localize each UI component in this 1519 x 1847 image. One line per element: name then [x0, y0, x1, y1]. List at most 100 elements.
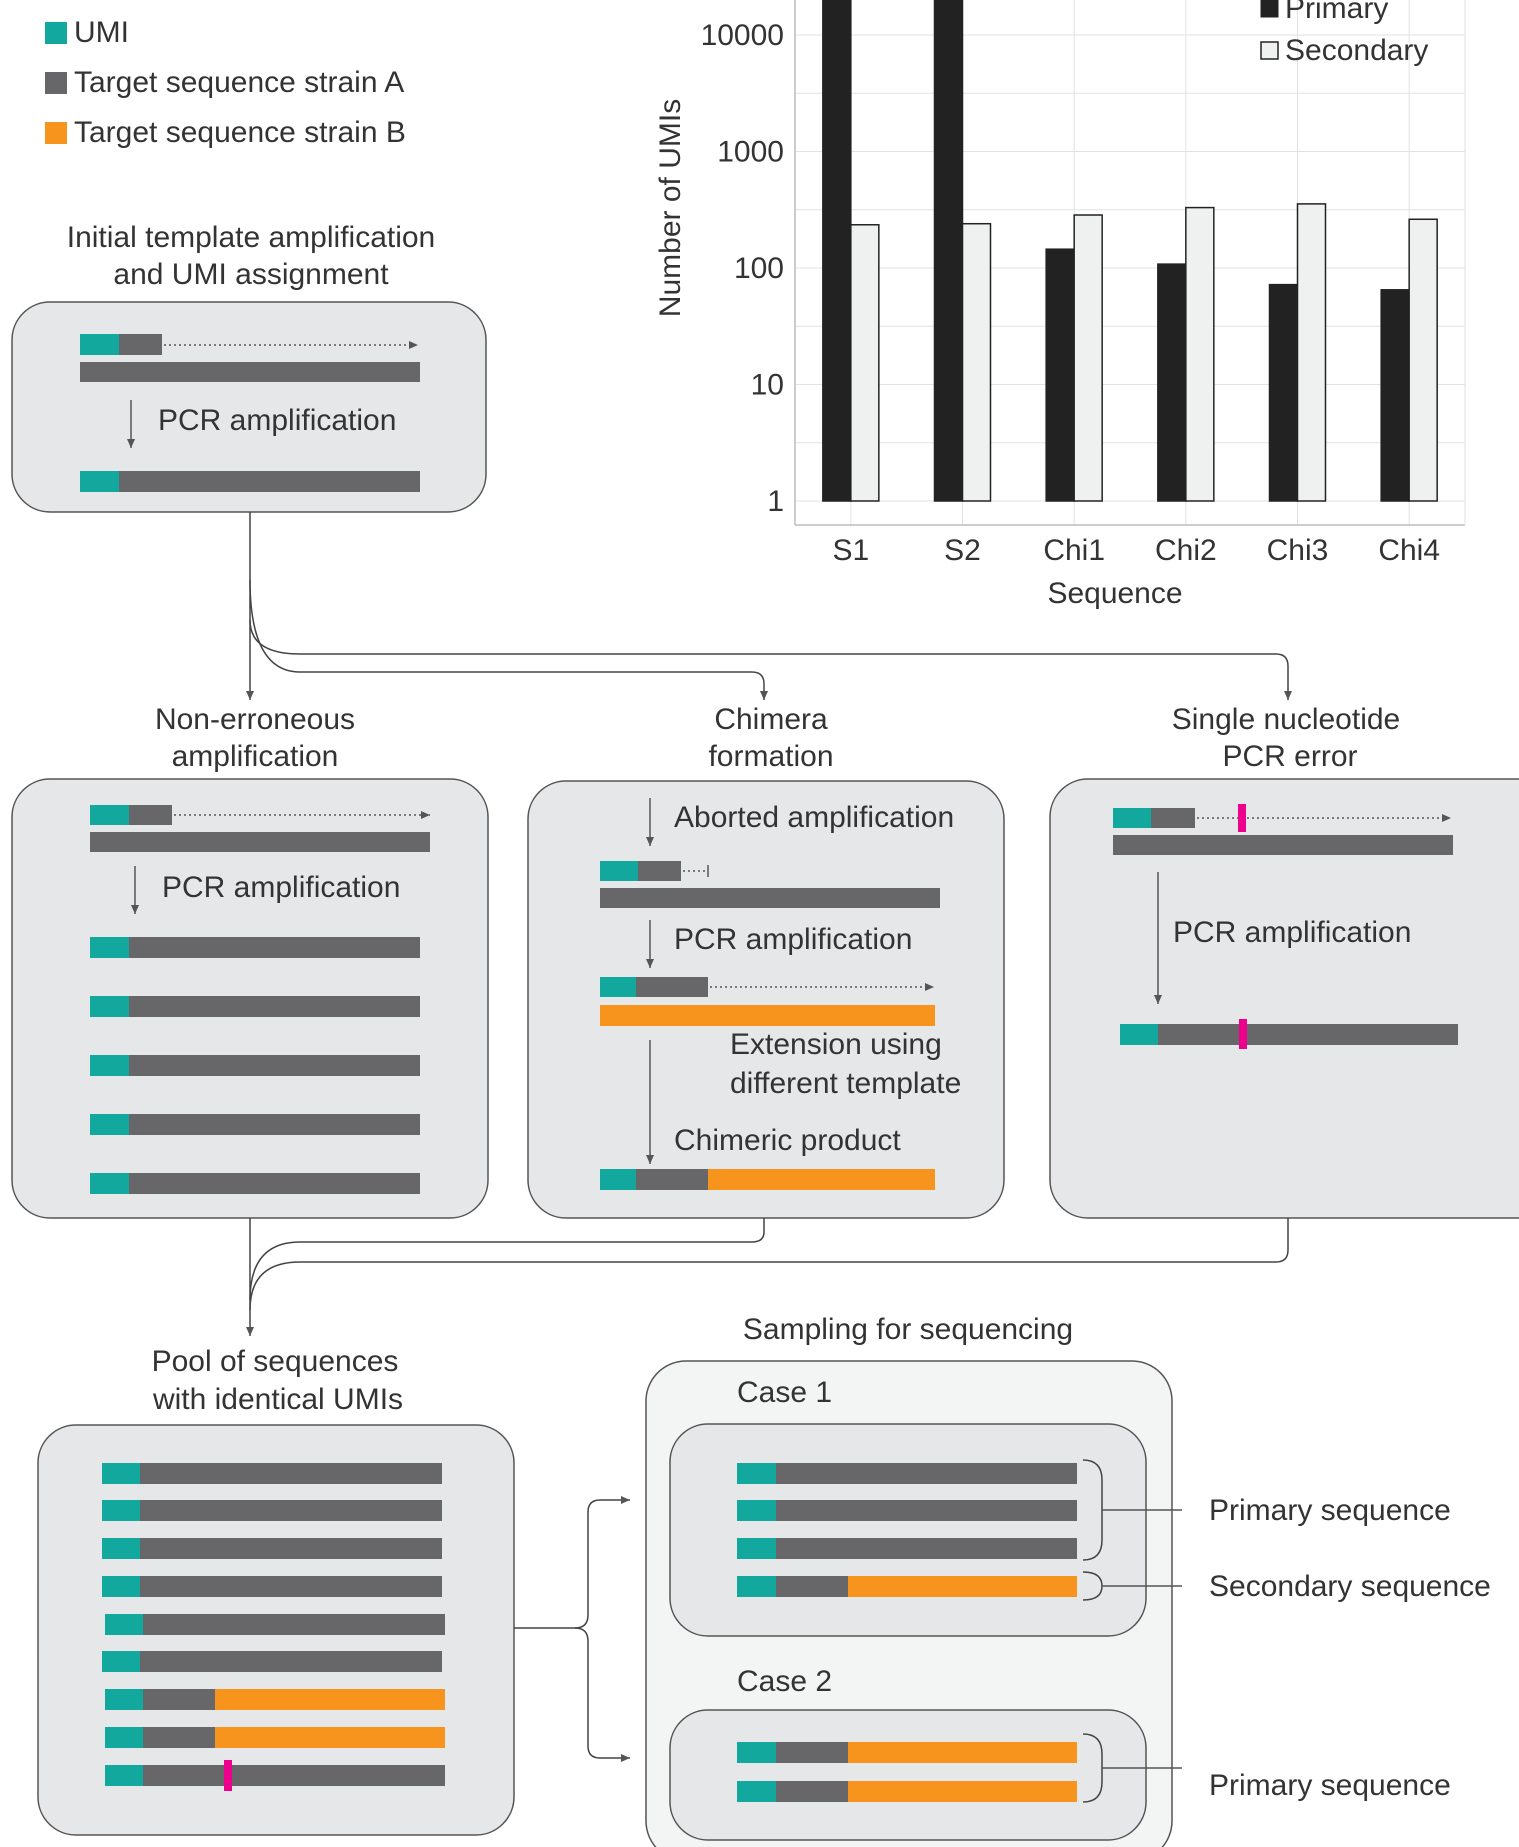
- primary-sequence-label: Primary sequence: [1209, 1494, 1451, 1527]
- panel-pcr-error-title-line1: Single nucleotide: [1172, 703, 1401, 736]
- connector-to-chimera: [249, 579, 768, 700]
- legend-label-strain-a: Target sequence strain A: [74, 66, 404, 99]
- strain-a-segment: [143, 1689, 215, 1710]
- umi-segment: [1113, 808, 1151, 828]
- umi-segment: [1120, 1024, 1158, 1045]
- umi-segment: [90, 1055, 129, 1076]
- bar-chart: 1 10 100 1000 10000 S1 S2 Chi1 Chi2 Chi3 Chi4 Seq…: [654, 0, 1466, 610]
- y-tick-label: 100: [734, 252, 784, 285]
- umi-segment: [737, 1576, 776, 1597]
- strain-b-segment: [848, 1781, 1077, 1802]
- bar-primary: [933, 0, 964, 502]
- panel-initial-title-line1: Initial template amplification: [67, 221, 436, 254]
- product-strand: [129, 1173, 420, 1194]
- pool-strand: [140, 1576, 442, 1597]
- x-tick-label: Chi3: [1267, 534, 1329, 567]
- panel-pcr-error: Single nucleotide PCR error PCR amplific…: [1049, 703, 1519, 1219]
- umi-segment: [737, 1463, 776, 1484]
- y-tick-labels: 1 10 100 1000 10000: [701, 19, 784, 518]
- bar-primary: [822, 0, 852, 502]
- case1-strand: [776, 1500, 1077, 1521]
- x-tick-label: Chi1: [1043, 534, 1105, 567]
- chimera-step-aborted: Aborted amplification: [674, 801, 954, 834]
- chart-bars: [822, 0, 1438, 502]
- umi-segment: [600, 1169, 636, 1190]
- connector-from-chimera: [249, 1218, 765, 1301]
- panel-non-erroneous: Non-erroneous amplification PCR amplific…: [11, 703, 489, 1219]
- strain-a-segment: [129, 805, 172, 825]
- product-strand: [1158, 1024, 1458, 1045]
- panel-pcr-error-step: PCR amplification: [1173, 916, 1411, 949]
- umi-segment: [102, 1500, 140, 1521]
- bar-primary: [1268, 283, 1299, 502]
- umi-segment: [105, 1614, 143, 1635]
- pool-strand: [143, 1614, 445, 1635]
- panel-initial-step: PCR amplification: [158, 404, 396, 437]
- bar-secondary: [1408, 218, 1438, 502]
- case1-label: Case 1: [737, 1376, 832, 1409]
- product-strand: [119, 471, 420, 492]
- pool-strand: [143, 1765, 445, 1786]
- umi-segment: [102, 1651, 140, 1672]
- panel-pool: Pool of sequences with identical UMIs: [37, 1345, 515, 1836]
- case2-label: Case 2: [737, 1665, 832, 1698]
- panel-initial-title-line2: and UMI assignment: [113, 258, 389, 291]
- case1-box: [669, 1423, 1147, 1637]
- panel-non-erroneous-title-line1: Non-erroneous: [155, 703, 355, 736]
- strain-a-segment: [143, 1727, 215, 1748]
- product-strands: [90, 937, 420, 1194]
- x-tick-label: Chi2: [1155, 534, 1217, 567]
- bar-secondary: [850, 224, 880, 502]
- pool-strands: [102, 1463, 445, 1791]
- panel-pcr-error-box: [1049, 778, 1519, 1219]
- chimera-step-product: Chimeric product: [674, 1124, 901, 1157]
- strain-b-template: [600, 1005, 935, 1026]
- legend-swatch-strain-a: [45, 72, 67, 94]
- panel-pcr-error-title-line2: PCR error: [1222, 740, 1357, 773]
- panel-initial: Initial template amplification and UMI a…: [11, 221, 487, 513]
- template-strand: [90, 832, 430, 852]
- umi-segment: [102, 1463, 140, 1484]
- pool-strand: [140, 1500, 442, 1521]
- legend-label-primary: Primary: [1285, 0, 1388, 25]
- umi-segment: [737, 1742, 776, 1763]
- y-tick-label: 10000: [701, 19, 784, 52]
- umi-segment: [105, 1727, 143, 1748]
- umi-segment: [737, 1781, 776, 1802]
- strain-a-segment: [119, 334, 162, 355]
- primary-sequence-label-case2: Primary sequence: [1209, 1769, 1451, 1802]
- strain-b-segment: [708, 1169, 935, 1190]
- pool-strand: [140, 1463, 442, 1484]
- bar-secondary: [961, 222, 992, 502]
- legend-label-strain-b: Target sequence strain B: [74, 116, 406, 149]
- strain-a-segment: [1151, 808, 1195, 828]
- connectors-bottom: [246, 1218, 1289, 1336]
- strain-a-segment: [776, 1576, 848, 1597]
- umi-segment: [105, 1689, 143, 1710]
- chart-grid: [795, 0, 1465, 525]
- panel-chimera: Chimera formation Aborted amplification …: [527, 703, 1005, 1219]
- connector-from-pcr-error: [249, 1218, 1289, 1311]
- panel-non-erroneous-step: PCR amplification: [162, 871, 400, 904]
- panel-pool-title-line1: Pool of sequences: [152, 1345, 399, 1378]
- strain-b-segment: [215, 1727, 445, 1748]
- error-marker: [1238, 804, 1246, 832]
- chimera-step-extension-line1: Extension using: [730, 1028, 942, 1061]
- y-tick-label: 1000: [717, 136, 784, 169]
- umi-segment: [80, 334, 119, 355]
- bar-primary: [1380, 289, 1410, 502]
- umi-segment: [90, 937, 129, 958]
- sampling-arrows: [514, 1496, 630, 1762]
- bar-secondary: [1296, 203, 1327, 502]
- case1-strand: [776, 1463, 1077, 1484]
- legend-swatch-strain-b: [45, 122, 67, 144]
- template-strand: [1113, 835, 1453, 855]
- x-tick-labels: S1 S2 Chi1 Chi2 Chi3 Chi4: [832, 534, 1440, 567]
- panel-chimera-title-line2: formation: [708, 740, 833, 773]
- case2-box: [669, 1709, 1147, 1841]
- bar-secondary: [1073, 214, 1103, 502]
- legend-label-secondary: Secondary: [1285, 34, 1428, 67]
- umi-segment: [600, 861, 638, 881]
- umi-segment: [737, 1500, 776, 1521]
- strain-b-segment: [848, 1576, 1077, 1597]
